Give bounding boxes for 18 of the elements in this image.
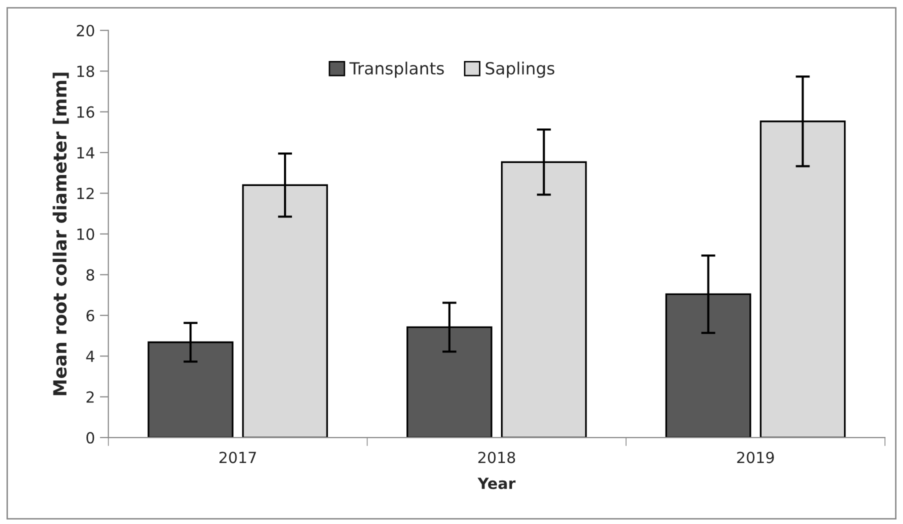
y-tick-label: 2	[86, 391, 94, 403]
y-tick-label: 14	[77, 147, 94, 158]
x-tick-label: 2017	[219, 452, 256, 464]
y-tick-label: 10	[77, 228, 94, 240]
y-tick-label: 12	[77, 188, 94, 200]
y-tick-label: 18	[77, 66, 94, 78]
x-tick-label: 2019	[737, 452, 774, 464]
y-tick-label: 20	[76, 24, 94, 36]
legend-label: Saplings	[486, 62, 554, 78]
y-tick-label: 0	[86, 432, 94, 444]
y-axis-title: Mean root collar diameter [mm]	[52, 72, 69, 396]
x-axis-title: Year	[478, 478, 516, 490]
x-tick-label: 2018	[478, 452, 516, 464]
y-tick-label: 16	[77, 106, 94, 118]
y-tick-label: 6	[86, 310, 94, 322]
y-tick-label: 8	[86, 269, 94, 281]
y-tick-label: 4	[86, 350, 94, 362]
legend-label: Transplants	[349, 62, 444, 78]
